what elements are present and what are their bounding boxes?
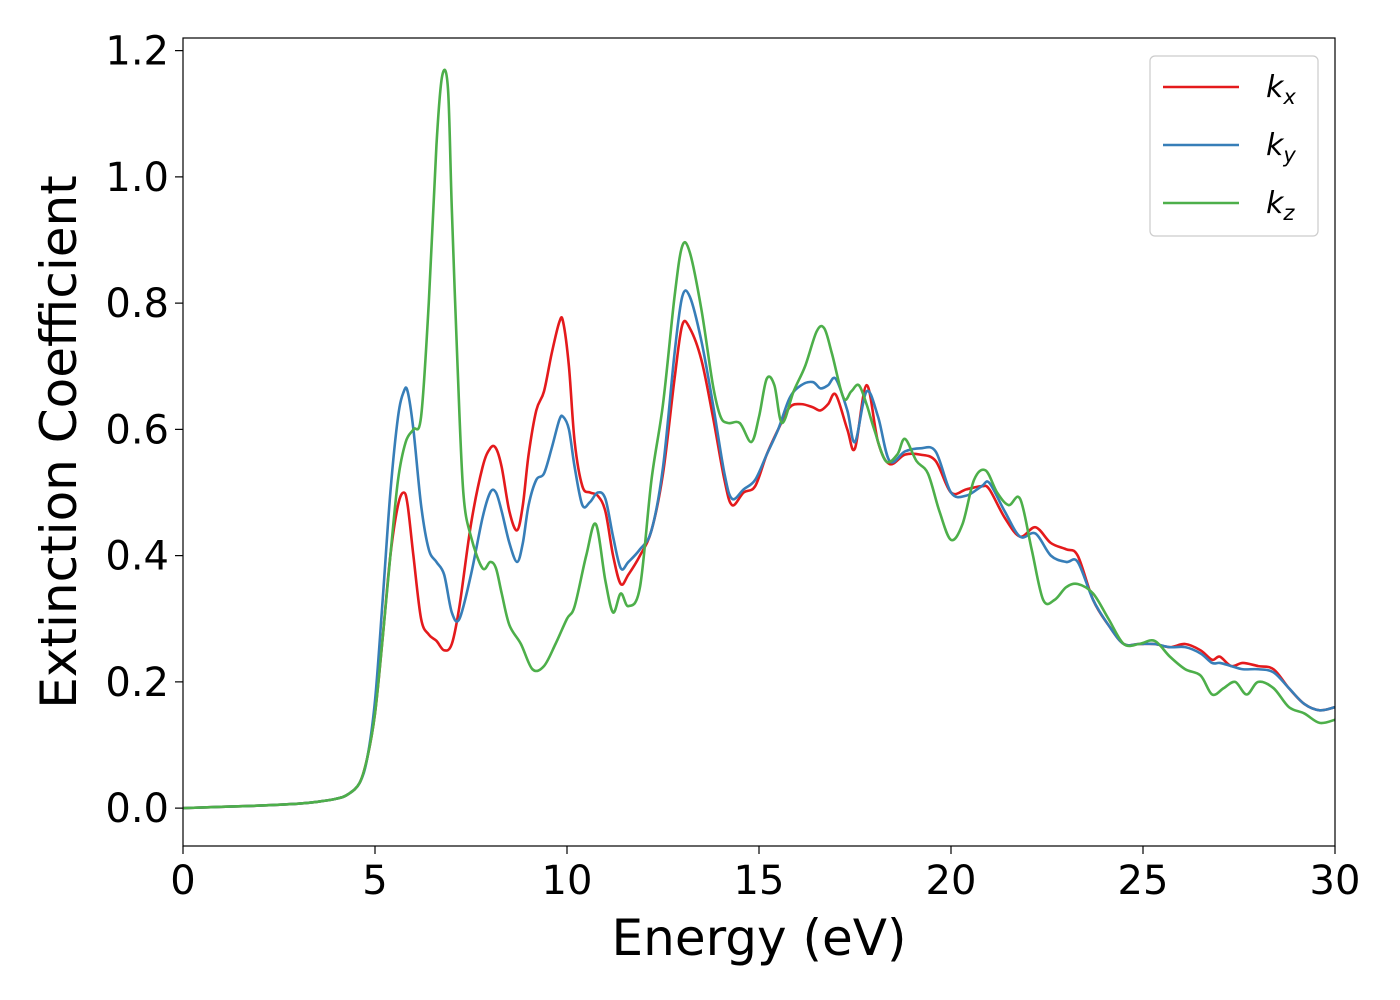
legend-label-subscript: z <box>1282 201 1295 225</box>
y-tick-label: 0.2 <box>105 660 169 706</box>
series-line-ky <box>183 289 1335 810</box>
y-tick-label: 0.6 <box>105 407 169 453</box>
legend-label-ky: ky <box>1266 128 1296 167</box>
legend-label-subscript: y <box>1282 143 1296 167</box>
x-axis-title: Energy (eV) <box>612 909 907 967</box>
y-tick-label: 0.0 <box>105 786 169 832</box>
x-tick-label: 20 <box>926 858 977 904</box>
legend-label-base: k <box>1266 186 1285 221</box>
y-tick-label: 1.2 <box>105 29 169 75</box>
x-tick-label: 10 <box>542 858 593 904</box>
series-layer <box>183 68 1335 810</box>
y-tick-label: 0.4 <box>105 534 169 580</box>
series-line-kz <box>183 68 1335 810</box>
x-tick-label: 0 <box>170 858 195 904</box>
legend-label-subscript: x <box>1282 85 1296 109</box>
x-tick-label: 15 <box>734 858 785 904</box>
legend-label-kz: kz <box>1266 186 1295 225</box>
y-axis: 0.0 0.2 0.4 0.6 0.8 1.0 1.2 <box>105 29 183 832</box>
x-tick-label: 30 <box>1310 858 1361 904</box>
legend-label-kx: kx <box>1266 70 1296 109</box>
y-tick-label: 0.8 <box>105 281 169 327</box>
legend-label-base: k <box>1266 70 1285 105</box>
legend-label-base: k <box>1266 128 1285 163</box>
x-axis: 0 5 10 15 20 25 30 <box>170 846 1360 904</box>
x-tick-label: 5 <box>362 858 387 904</box>
y-axis-title: Extinction Coefficient <box>30 175 88 709</box>
y-tick-label: 1.0 <box>105 155 169 201</box>
x-tick-label: 25 <box>1118 858 1169 904</box>
